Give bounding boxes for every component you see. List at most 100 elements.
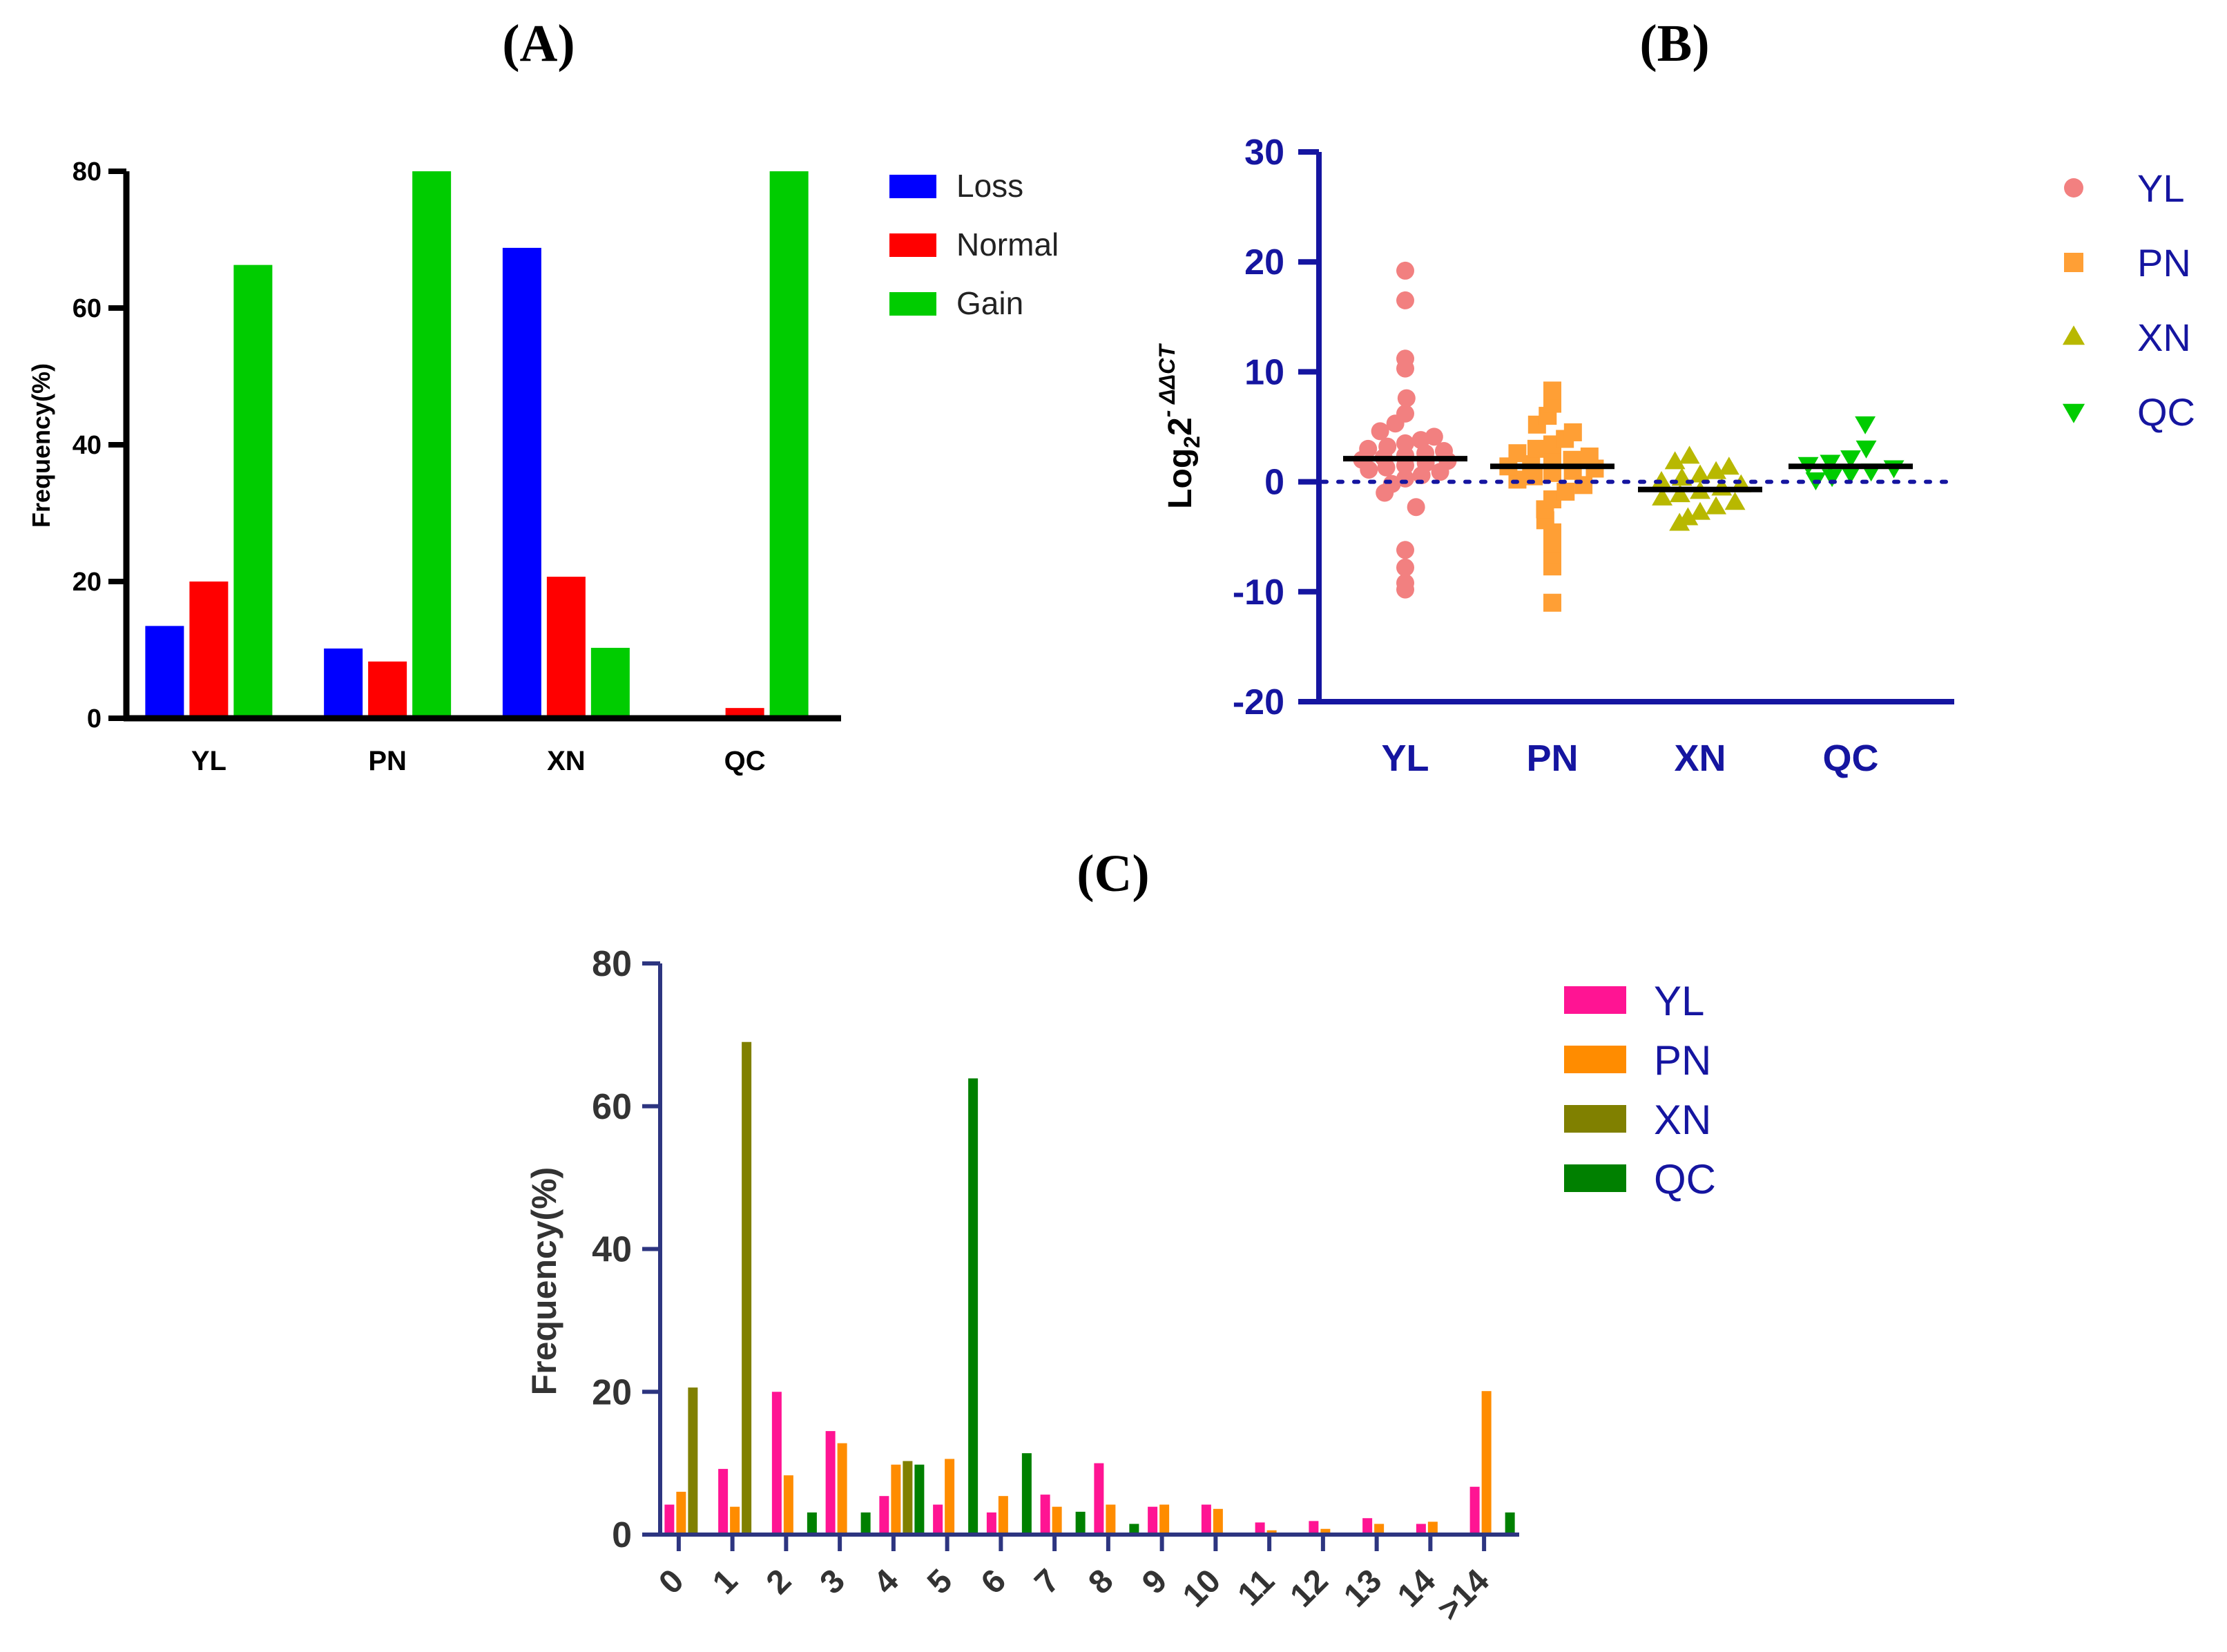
legend-swatch-gain	[889, 292, 936, 316]
y-tick-label: 40	[592, 1230, 632, 1270]
bar-xn-1	[742, 1041, 752, 1535]
bar-pn-4	[891, 1464, 901, 1535]
x-tick-label: 8	[1081, 1562, 1120, 1601]
panel-label-c: (C)	[1077, 845, 1150, 903]
legend-label-xn: XN	[2137, 316, 2191, 359]
legend-swatch-loss	[889, 175, 936, 198]
chart-b-x-ticks: YL PN XN QC	[1381, 738, 1878, 779]
y-tick-label: 80	[592, 944, 632, 984]
y-label-mid: 2	[1162, 417, 1199, 436]
y-tick-label: -10	[1233, 573, 1284, 613]
chart-a-y-ticks: 0 20 40 60 80	[73, 157, 126, 733]
legend-label-pn: PN	[1654, 1037, 1711, 1084]
bar-xn-4	[903, 1461, 913, 1535]
x-tick-label: PN	[368, 746, 407, 776]
bar-loss-xn	[502, 247, 541, 718]
legend-label-loss: Loss	[956, 168, 1023, 204]
x-tick-label: YL	[191, 746, 226, 776]
chart-b-y-label: Log22- ΔΔCT	[1155, 343, 1204, 509]
chart-a-x-ticks: YL PN XN QC	[191, 746, 766, 776]
x-tick-label: 7	[1028, 1562, 1067, 1601]
chart-b-legend: YL PN XN QC	[2062, 166, 2195, 434]
bar-yl-5	[933, 1504, 943, 1535]
point-xn	[1690, 501, 1710, 520]
bar-pn-11	[1266, 1530, 1277, 1535]
legend-swatch-qc	[1564, 1164, 1626, 1192]
bar-loss-pn	[324, 649, 363, 718]
chart-a: 0 20 40 60 80 YL PN XN QC Frequency(%) Loss Norm…	[27, 157, 1059, 776]
bar-yl-12	[1309, 1521, 1319, 1535]
point-yl	[1397, 389, 1416, 407]
y-tick-label: 20	[1244, 242, 1284, 282]
bar-pn-14	[1427, 1521, 1438, 1535]
point-qc	[1855, 416, 1876, 434]
chart-b-y-ticks: -20 -10 0 10 20 30	[1233, 133, 1319, 722]
chart-c-legend: YL PN XN QC	[1564, 978, 1716, 1202]
bar-yl-13	[1362, 1518, 1373, 1535]
y-tick-label: 20	[592, 1372, 632, 1412]
x-tick-label: 6	[974, 1562, 1013, 1601]
bar-gain-yl	[233, 265, 273, 718]
bar-qc-7	[1075, 1511, 1086, 1535]
legend-label-qc: QC	[2137, 390, 2195, 434]
bar-pn-9	[1159, 1504, 1170, 1535]
bar-yl-10	[1201, 1504, 1211, 1535]
chart-a-y-label: Frequency(%)	[27, 363, 55, 528]
x-tick-label: 4	[867, 1562, 906, 1602]
panel-label-b: (B)	[1639, 15, 1709, 73]
y-tick-label: 60	[592, 1087, 632, 1127]
bar-yl-11	[1255, 1522, 1265, 1535]
bar-yl-4	[879, 1496, 889, 1535]
legend-label-xn: XN	[1654, 1097, 1711, 1143]
point-xn	[1651, 471, 1672, 489]
y-tick-label: 0	[612, 1515, 632, 1555]
y-tick-label: 0	[1264, 463, 1284, 503]
bar-pn-10	[1213, 1508, 1223, 1535]
point-yl	[1396, 291, 1414, 309]
bar-yl-9	[1148, 1506, 1158, 1535]
chart-c-bars	[664, 1041, 1515, 1535]
legend-marker-xn	[2062, 325, 2085, 345]
bar-pn-8	[1106, 1504, 1116, 1535]
x-tick-label: 3	[813, 1562, 852, 1601]
y-tick-label: 20	[73, 568, 102, 597]
point-yl	[1435, 442, 1453, 461]
point-pn	[1508, 444, 1527, 463]
chart-c-x-ticks: 0 1 2 3 4 5 6 7 8 9 10 11 12 13 14>14	[652, 1535, 1496, 1628]
bar-pn-15	[1481, 1391, 1492, 1535]
bar-qc-2	[807, 1512, 817, 1535]
y-tick-label: 80	[73, 157, 102, 186]
bar-pn-0	[676, 1491, 686, 1535]
point-pn	[1556, 482, 1575, 501]
legend-swatch-yl	[1564, 986, 1626, 1014]
legend-swatch-xn	[1564, 1105, 1626, 1133]
x-tick-label: YL	[1381, 738, 1429, 779]
x-tick-label: 12	[1283, 1562, 1335, 1614]
bar-pn-13	[1374, 1524, 1385, 1535]
x-tick-label: XN	[1674, 738, 1726, 779]
point-xn	[1718, 457, 1739, 475]
chart-a-legend: Loss Normal Gain	[889, 168, 1059, 321]
point-yl	[1396, 541, 1414, 559]
legend-label-qc: QC	[1654, 1156, 1716, 1202]
y-tick-label: -20	[1233, 682, 1284, 722]
y-tick-label: 0	[87, 704, 102, 733]
bar-normal-pn	[368, 661, 407, 718]
bar-yl-7	[1040, 1495, 1050, 1535]
bar-gain-qc	[769, 171, 809, 718]
legend-label-yl: YL	[1654, 978, 1704, 1024]
chart-b-points	[1353, 261, 1905, 612]
chart-b-medians	[1343, 456, 1913, 492]
y-tick-label: 40	[73, 431, 102, 460]
bar-qc-3	[860, 1512, 871, 1535]
bar-gain-xn	[590, 648, 630, 718]
bar-xn-0	[688, 1387, 698, 1535]
point-pn	[1543, 381, 1561, 400]
bar-pn-3	[837, 1443, 847, 1535]
bar-pn-6	[998, 1496, 1008, 1535]
x-tick-label: 1	[706, 1562, 744, 1601]
x-tick-label: QC	[1823, 738, 1879, 779]
point-qc	[1883, 460, 1905, 479]
